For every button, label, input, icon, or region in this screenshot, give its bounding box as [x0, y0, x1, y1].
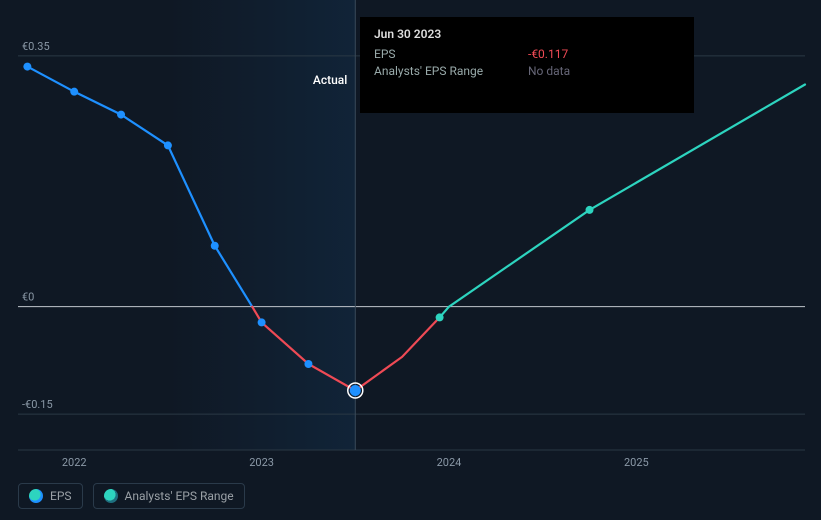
eps-chart: €0.35 €0 -€0.15 2022 2023 2024 2025 Actual Analy…: [0, 0, 821, 520]
tooltip-date: Jun 30 2023: [374, 27, 680, 41]
actual-label: Actual: [313, 73, 347, 87]
y-tick-label: -€0.15: [22, 398, 53, 411]
legend-item[interactable]: Analysts' EPS Range: [93, 483, 245, 509]
legend-swatch-icon: [29, 489, 43, 503]
legend-item[interactable]: EPS: [18, 483, 83, 509]
tooltip-row-value: -€0.117: [528, 47, 568, 61]
tooltip-row: EPS -€0.117: [374, 47, 680, 61]
eps-marker: [23, 63, 31, 71]
eps-marker: [211, 242, 219, 250]
x-tick-label: 2024: [437, 456, 462, 469]
legend-swatch-icon: [104, 489, 118, 503]
x-tick-label: 2022: [62, 456, 87, 469]
eps-marker: [436, 313, 444, 321]
x-tick-label: 2025: [624, 456, 649, 469]
eps-marker: [350, 385, 361, 396]
eps-marker: [586, 206, 594, 214]
tooltip-row-value: No data: [528, 64, 570, 78]
eps-marker: [70, 88, 78, 96]
legend-item-label: Analysts' EPS Range: [125, 489, 234, 503]
chart-tooltip: Jun 30 2023 EPS -€0.117 Analysts' EPS Rang…: [360, 17, 694, 113]
legend-item-label: EPS: [50, 489, 72, 503]
chart-legend: EPS Analysts' EPS Range: [18, 483, 245, 509]
tooltip-row-label: Analysts' EPS Range: [374, 64, 504, 78]
eps-marker: [164, 141, 172, 149]
eps-line-forecast: [440, 85, 805, 318]
y-tick-label: €0: [22, 291, 34, 304]
x-tick-label: 2023: [249, 456, 274, 469]
y-tick-label: €0.35: [22, 40, 50, 53]
eps-marker: [304, 360, 312, 368]
eps-marker: [258, 318, 266, 326]
tooltip-row-label: EPS: [374, 47, 504, 61]
tooltip-row: Analysts' EPS Range No data: [374, 64, 680, 78]
eps-marker: [117, 111, 125, 119]
highlight-band: [168, 0, 355, 450]
